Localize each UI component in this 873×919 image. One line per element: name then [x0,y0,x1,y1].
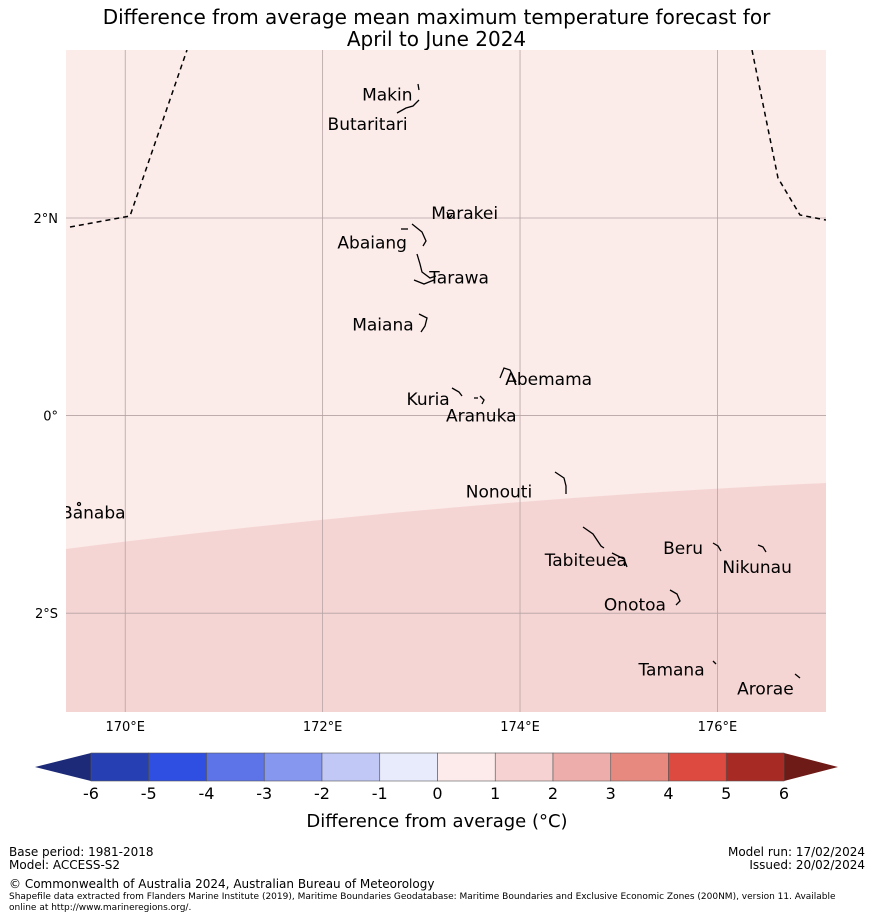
colorbar-cell [552,752,612,782]
lat-tick-label: 0° [43,410,58,425]
place-label-tabiteuea: Tabiteuea [544,551,627,571]
colorbar-tick-label: 0 [432,784,442,803]
region-1-to-2 [66,483,826,712]
colorbar-cell [148,752,207,782]
colorbar-tick-label: -2 [314,784,330,803]
model-run: Model run: 17/02/2024 [727,845,865,859]
place-label-kuria: Kuria [407,390,450,410]
place-label-onotoa: Onotoa [604,595,666,615]
lat-tick-label: 2°S [35,607,58,622]
eez-boundary-east [751,50,826,221]
place-label-abemama: Abemama [505,370,592,390]
lon-tick-label: 174°E [500,720,540,735]
place-label-marakei: Marakei [431,204,498,224]
colorbar-tick-label: -3 [256,784,272,803]
place-label-aranuka: Aranuka [446,407,517,427]
graticule [66,50,826,712]
colorbar-cell [321,752,381,782]
colorbar-cell [494,752,554,782]
colorbar-cell [206,752,265,782]
place-label-butaritari: Butaritari [328,115,408,135]
source-line-1: Shapefile data extracted from Flanders M… [9,892,836,902]
colorbar-cell [263,752,323,782]
place-label-abaiang: Abaiang [337,234,407,254]
model-name: Model: ACCESS-S2 [9,858,121,872]
colorbar: -6 -5 -4 -3 -2 -1 0 1 2 3 4 5 6 [35,752,838,803]
island-outlines [76,83,801,679]
colorbar-cell [90,752,150,782]
map-title-line-1: Difference from average mean maximum tem… [102,5,771,29]
base-period: Base period: 1981-2018 [9,845,154,859]
colorbar-tick-label: 5 [721,784,731,803]
colorbar-label: Difference from average (°C) [306,811,567,832]
place-label-beru: Beru [663,539,703,559]
place-label-tarawa: Tarawa [428,268,489,288]
colorbar-cell [437,752,496,782]
lon-tick-label: 170°E [105,720,145,735]
colorbar-over-arrow [784,753,838,781]
colorbar-tick-label: -4 [199,784,215,803]
colorbar-cell [379,752,438,782]
colorbar-tick-label: 2 [548,784,558,803]
colorbar-tick-label: -5 [141,784,157,803]
colorbar-tick-label: 4 [663,784,673,803]
source-line-2: online at http://www.marineregions.org/. [9,903,192,913]
place-label-banaba: Banaba [61,503,125,523]
lon-tick-label: 176°E [698,720,738,735]
colorbar-tick-label: 3 [606,784,616,803]
colorbar-under-arrow [35,753,91,781]
place-label-arorae: Arorae [737,679,794,699]
colorbar-cell [668,752,727,782]
map-title-line-2: April to June 2024 [346,27,527,51]
eez-boundary-west [69,50,188,228]
forecast-map: Makin Butaritari Marakei Abaiang Tarawa Maian… [34,50,838,832]
colorbar-tick-label: -6 [83,784,99,803]
lat-tick-label: 2°N [34,212,59,227]
issued-date: Issued: 20/02/2024 [749,858,865,872]
lon-tick-label: 172°E [303,720,343,735]
place-label-tamana: Tamana [637,661,704,681]
place-label-maiana: Maiana [352,316,413,336]
colorbar-cell [725,752,785,782]
colorbar-tick-label: -1 [372,784,388,803]
copyright: © Commonwealth of Australia 2024, Austra… [9,877,435,891]
place-label-nonouti: Nonouti [466,483,532,503]
place-label-makin: Makin [362,85,412,105]
colorbar-tick-label: 6 [779,784,789,803]
colorbar-cell [610,752,669,782]
colorbar-tick-label: 1 [490,784,500,803]
place-label-nikunau: Nikunau [722,558,792,578]
